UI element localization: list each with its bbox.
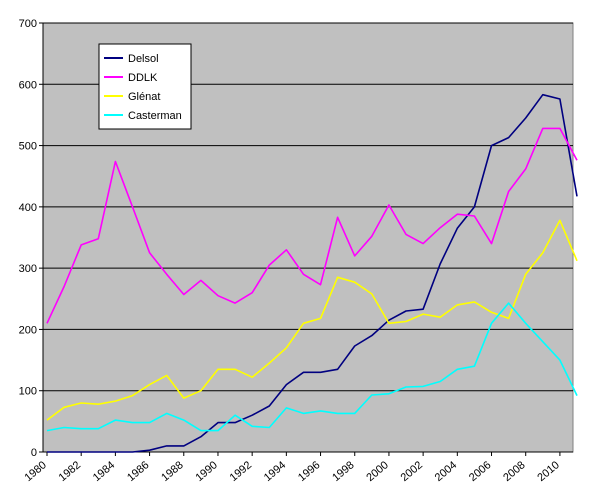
- x-tick-label: 1980: [22, 459, 48, 484]
- x-tick-label: 1994: [262, 459, 288, 484]
- x-tick-label: 1992: [228, 459, 254, 484]
- x-tick-label: 1984: [91, 459, 117, 484]
- x-tick-label: 1986: [125, 459, 151, 484]
- series-line-delsol: [47, 93, 578, 453]
- y-tick-label: 500: [19, 141, 37, 153]
- x-axis-ticks: 1980 1982 1984 1986 1988 1990 1992 1994 1996 1998…: [22, 452, 562, 484]
- legend-label: Glénat: [128, 91, 160, 103]
- series-line-casterman: [46, 302, 578, 432]
- x-tick-label: 1990: [193, 459, 219, 484]
- series-line-glénat: [46, 219, 578, 421]
- y-tick-label: 100: [19, 386, 37, 398]
- gridlines: [43, 22, 573, 392]
- x-tick-label: 2006: [467, 459, 493, 484]
- y-axis-ticks: 0 100 200 300 400 500 600 700: [19, 18, 43, 459]
- x-tick-label: 2000: [364, 459, 390, 484]
- x-tick-label: 2004: [433, 459, 459, 484]
- y-tick-label: 600: [19, 79, 37, 91]
- legend-label: Delsol: [128, 53, 159, 65]
- x-tick-label: 2010: [535, 459, 561, 484]
- y-tick-label: 200: [19, 324, 37, 336]
- x-tick-label: 2002: [399, 459, 425, 484]
- legend: Delsol DDLK Glénat Casterman: [98, 43, 192, 130]
- y-tick-label: 700: [19, 18, 37, 30]
- x-tick-label: 2008: [501, 459, 527, 484]
- legend-label: Casterman: [128, 110, 182, 122]
- series-line-ddlk: [46, 127, 578, 324]
- legend-label: DDLK: [128, 72, 158, 84]
- x-tick-label: 1988: [159, 459, 185, 484]
- y-tick-label: 400: [19, 202, 37, 214]
- series-lines: [46, 93, 578, 453]
- x-tick-label: 1982: [57, 459, 83, 484]
- x-tick-label: 1998: [330, 459, 356, 484]
- x-tick-label: 1996: [296, 459, 322, 484]
- y-tick-label: 0: [31, 447, 37, 459]
- y-tick-label: 300: [19, 263, 37, 275]
